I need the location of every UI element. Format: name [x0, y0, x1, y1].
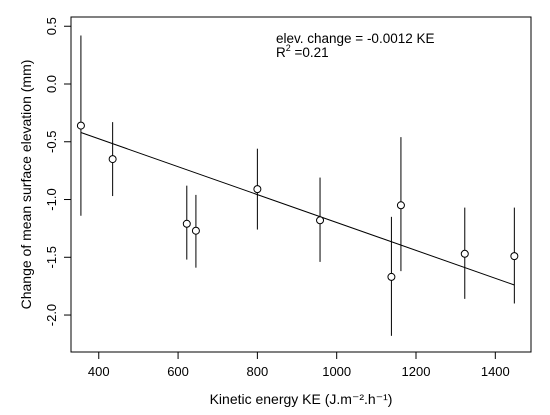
x-tick-label: 600: [167, 364, 189, 379]
data-point: [191, 226, 200, 235]
y-tick-label: 0.0: [44, 75, 59, 93]
data-point: [316, 216, 325, 225]
error-bars: [80, 35, 515, 336]
data-point: [510, 252, 519, 261]
x-tick-label: 1000: [322, 364, 351, 379]
x-axis: 400 600 800 1000 1200 1400: [88, 352, 510, 379]
regression-line: [80, 132, 515, 286]
data-point: [387, 272, 396, 281]
x-tick-label: 1200: [402, 364, 431, 379]
y-tick-label: -1.0: [44, 188, 59, 210]
data-points: [76, 121, 519, 281]
x-tick-label: 800: [247, 364, 269, 379]
x-axis-title: Kinetic energy KE (J.m⁻².h⁻¹): [210, 391, 393, 407]
y-tick-label: -0.5: [44, 131, 59, 153]
data-point: [76, 121, 85, 130]
y-tick-label: -1.5: [44, 246, 59, 268]
y-axis: -2.0 -1.5 -1.0 -0.5 0.0 0.5: [44, 17, 71, 326]
data-point: [396, 201, 405, 210]
plot-frame: [70, 16, 532, 353]
data-point: [182, 219, 191, 228]
data-point: [253, 185, 262, 194]
r-squared-label: R2 =0.21: [276, 43, 329, 60]
y-axis-title: Change of mean surface elevation (mm): [18, 60, 34, 310]
x-tick-label: 400: [88, 364, 110, 379]
regression-equation: elev. change = -0.0012 KE: [276, 31, 435, 46]
y-tick-label: 0.5: [44, 17, 59, 35]
data-point: [460, 249, 469, 258]
x-tick-label: 1400: [481, 364, 510, 379]
y-tick-label: -2.0: [44, 304, 59, 326]
data-point: [108, 155, 117, 164]
